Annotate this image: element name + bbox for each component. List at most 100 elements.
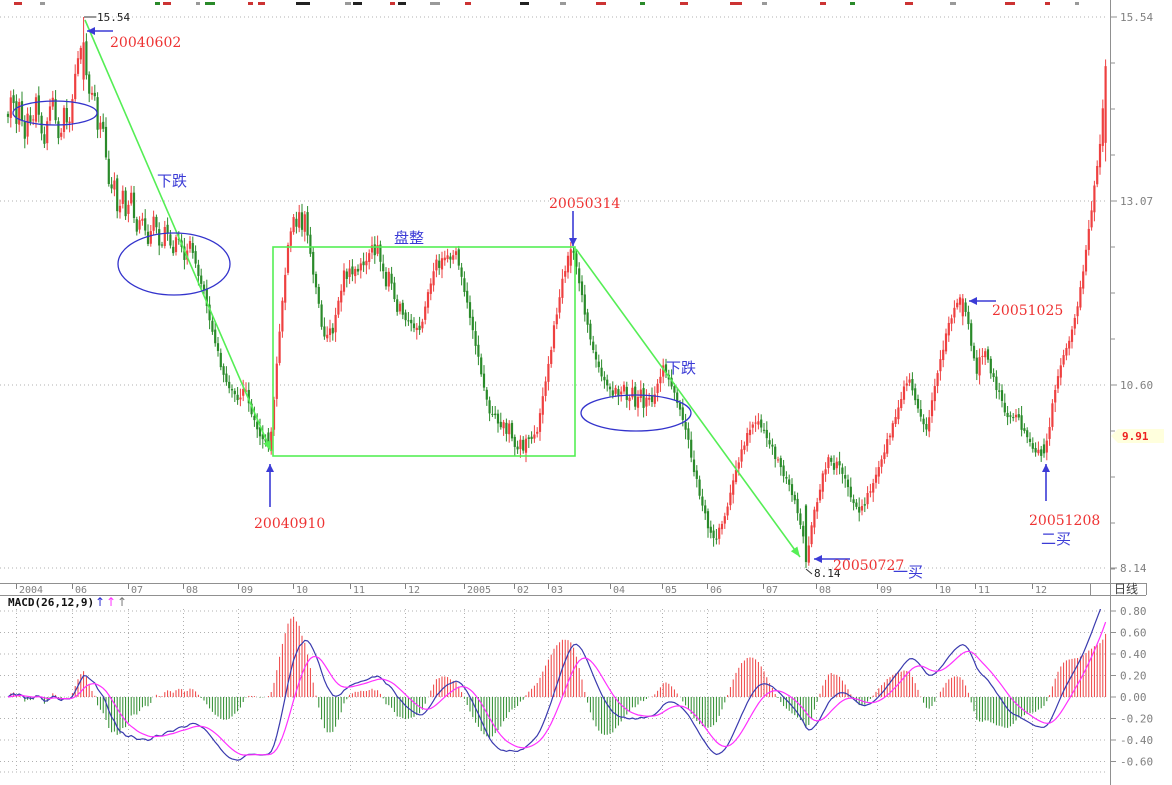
candle-body <box>947 322 950 336</box>
arrow-20051208[interactable] <box>1042 464 1050 501</box>
month-label-02[interactable]: 02 <box>517 585 529 596</box>
candle-body <box>404 312 407 321</box>
arrow-20050727[interactable] <box>814 555 850 563</box>
month-label-09[interactable]: 09 <box>880 585 892 596</box>
month-label-06[interactable]: 06 <box>710 585 722 596</box>
top-strip-mark <box>520 2 529 5</box>
candle-body <box>919 409 922 417</box>
candle-body <box>538 413 542 432</box>
candle-body <box>390 273 393 284</box>
candle-body <box>174 237 178 253</box>
month-label-07[interactable]: 07 <box>131 585 143 596</box>
ellipse-1[interactable] <box>12 100 98 126</box>
month-label-06[interactable]: 06 <box>75 585 87 596</box>
candle-body <box>163 227 166 246</box>
candle-body <box>824 469 827 475</box>
candle-body <box>650 396 654 403</box>
candle-body <box>326 334 329 339</box>
month-label-12[interactable]: 12 <box>1035 585 1047 596</box>
ellipse-2[interactable] <box>117 232 231 296</box>
month-label-12[interactable]: 12 <box>408 585 420 596</box>
candle-body <box>922 418 925 425</box>
arrow-20040602[interactable] <box>87 27 113 35</box>
arrow-20040910[interactable] <box>266 464 274 507</box>
candle-body <box>645 397 648 407</box>
candle-body <box>60 132 63 137</box>
candle-body <box>586 312 589 325</box>
month-label-11[interactable]: 11 <box>353 585 365 596</box>
candle-body <box>964 302 967 312</box>
candle-body <box>916 398 920 409</box>
candle-body <box>566 255 570 273</box>
candle-body <box>835 461 838 469</box>
month-label-03[interactable]: 03 <box>551 585 563 596</box>
candle-body <box>1101 108 1104 146</box>
candle-body <box>309 234 312 254</box>
month-label-07[interactable]: 07 <box>766 585 778 596</box>
ellipse-3[interactable] <box>580 394 692 432</box>
candle-body <box>670 377 673 387</box>
macd-indicator-label[interactable]: MACD(26,12,9) <box>8 596 94 609</box>
trendline-arrowhead <box>263 440 271 451</box>
downtrend-line-1[interactable] <box>84 19 272 452</box>
candle-body <box>1076 306 1079 317</box>
month-label-08[interactable]: 08 <box>819 585 831 596</box>
downtrend-line-2[interactable] <box>575 248 801 558</box>
periodicity-label[interactable]: 日线 <box>1114 582 1138 596</box>
top-strip-mark <box>730 2 742 5</box>
candle-body <box>995 376 998 391</box>
candle-body <box>74 73 77 100</box>
candle-body <box>1098 143 1102 168</box>
candle-body <box>552 325 556 349</box>
candle-body <box>796 498 799 514</box>
month-label-2004[interactable]: 2004 <box>19 585 43 596</box>
candle-body <box>622 384 626 392</box>
candle-body <box>748 429 752 436</box>
top-strip-mark <box>820 2 826 5</box>
candle-body <box>1084 249 1088 272</box>
month-label-11[interactable]: 11 <box>978 585 990 596</box>
top-strip-mark <box>205 2 215 5</box>
month-label-08[interactable]: 08 <box>186 585 198 596</box>
month-label-2005[interactable]: 2005 <box>467 585 491 596</box>
candle-body <box>664 364 668 374</box>
month-label-10[interactable]: 10 <box>296 585 308 596</box>
month-label-10[interactable]: 10 <box>939 585 951 596</box>
month-label-09[interactable]: 09 <box>241 585 253 596</box>
candle-body <box>477 344 480 357</box>
candle-body <box>869 491 872 493</box>
candle-body <box>510 422 514 439</box>
candle-body <box>790 484 794 496</box>
candle-body <box>981 355 984 357</box>
candle-body <box>328 328 332 336</box>
candle-body <box>897 407 900 420</box>
candle-body <box>617 389 620 396</box>
candle-body <box>295 218 298 227</box>
candle-body <box>704 505 707 514</box>
candle-body <box>90 92 94 95</box>
candle-body <box>314 273 318 288</box>
top-strip-mark <box>345 2 351 5</box>
candle-body <box>550 349 553 364</box>
month-label-04[interactable]: 04 <box>613 585 625 596</box>
arrow-20050314[interactable] <box>569 211 577 246</box>
candle-body <box>872 483 875 493</box>
candle-body <box>785 477 788 479</box>
consolidation-box[interactable] <box>272 246 576 457</box>
month-label-05[interactable]: 05 <box>665 585 677 596</box>
candle-body <box>12 95 15 104</box>
candle-body <box>832 463 836 470</box>
candle-body <box>373 244 376 256</box>
arrow-20051025[interactable] <box>969 297 996 305</box>
candle-body <box>1020 415 1023 430</box>
candle-body <box>678 402 682 410</box>
candle-body <box>1042 444 1046 454</box>
candle-body <box>424 306 427 320</box>
candle-body <box>141 218 144 221</box>
top-strip-mark <box>155 2 160 5</box>
candle-body <box>936 373 939 387</box>
candle-body <box>183 246 186 260</box>
candle-body <box>272 399 276 430</box>
